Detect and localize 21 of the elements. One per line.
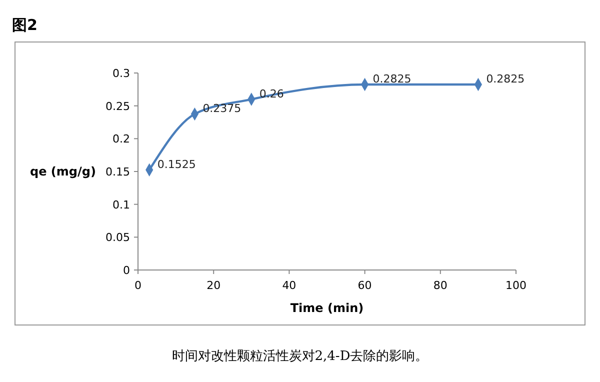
x-tick-label: 100 — [506, 279, 526, 292]
y-tick-label: 0.1 — [112, 198, 130, 212]
x-tick-label: 20 — [206, 279, 221, 292]
x-tick-label: 60 — [358, 279, 372, 292]
y-tick-label: 0.15 — [106, 166, 130, 178]
data-label: 0.2825 — [486, 72, 525, 86]
y-axis-title: qe (mg/g) — [30, 164, 96, 178]
y-tick-label: 0 — [123, 264, 130, 277]
x-tick-label: 80 — [433, 279, 448, 292]
chart-title: 图2 — [12, 16, 38, 34]
y-tick-label: 0.3 — [112, 67, 130, 80]
x-tick-label: 40 — [282, 279, 296, 292]
data-label: 0.2375 — [202, 102, 242, 116]
x-axis-title: Time (min) — [290, 301, 364, 315]
x-tick-label: 0 — [134, 279, 142, 292]
data-label: 0.2825 — [372, 72, 412, 86]
y-tick-label: 0.2 — [112, 132, 130, 146]
y-tick-label: 0.05 — [106, 231, 130, 244]
text: 时间对改性颗粒活性炭对2,4-D去除的影响。 — [172, 349, 428, 364]
data-label: 0.1525 — [157, 158, 196, 171]
y-tick-label: 0.25 — [106, 100, 130, 113]
